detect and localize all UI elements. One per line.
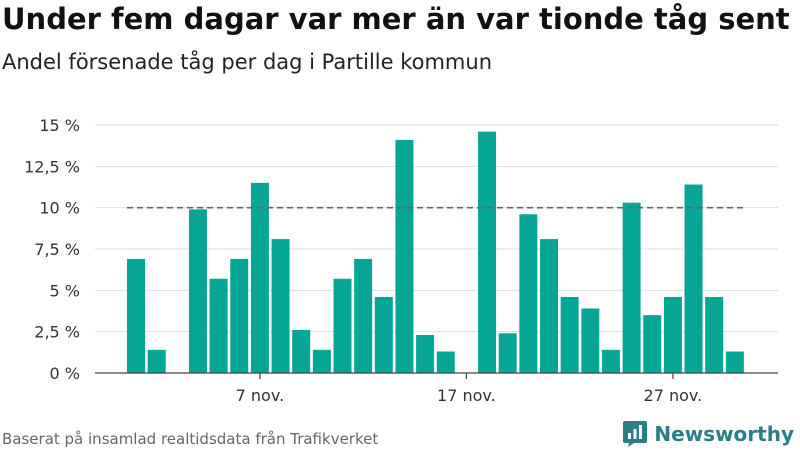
y-axis-labels: 0 % 2,5 % 5 % 7,5 % 10 % 12,5 % 15 %: [24, 116, 80, 383]
bar: [333, 278, 352, 373]
x-axis: 7 nov. 17 nov. 27 nov.: [95, 372, 778, 405]
bar: [663, 296, 682, 373]
y-tick-label: 2,5 %: [34, 323, 80, 342]
bar: [519, 214, 538, 373]
y-tick-label: 5 %: [50, 281, 80, 300]
bar: [395, 139, 414, 373]
brand-name: Newsworthy: [654, 422, 794, 446]
bar: [209, 278, 228, 373]
bar: [436, 351, 455, 373]
brand-logo: Newsworthy: [622, 420, 794, 448]
x-tick-label: 27 nov.: [644, 386, 703, 405]
bar: [127, 258, 145, 373]
bar: [292, 330, 311, 373]
chart-subtitle: Andel försenade tåg per dag i Partille k…: [2, 50, 493, 74]
bars: [127, 131, 744, 373]
bar: [312, 349, 331, 373]
bar: [271, 239, 290, 373]
bar: [230, 258, 249, 373]
bar: [581, 308, 600, 373]
y-tick-label: 12,5 %: [24, 157, 80, 176]
bar-chart: 0 % 2,5 % 5 % 7,5 % 10 % 12,5 % 15 % 7 nov. 17 …: [24, 116, 778, 405]
y-tick-label: 15 %: [39, 116, 80, 135]
bar: [725, 351, 744, 373]
newsworthy-logo-icon: [623, 421, 648, 447]
bar: [601, 349, 620, 373]
bar: [643, 315, 662, 373]
bar: [705, 296, 724, 373]
bar: [478, 131, 497, 373]
bar: [147, 349, 166, 373]
bar: [416, 334, 435, 373]
bar: [188, 209, 207, 373]
bar: [374, 296, 393, 373]
y-tick-label: 0 %: [50, 364, 80, 383]
bar: [560, 296, 579, 373]
y-tick-label: 10 %: [39, 199, 80, 218]
y-tick-label: 7,5 %: [34, 240, 80, 259]
bar: [684, 184, 703, 373]
x-tick-label: 7 nov.: [236, 386, 285, 405]
source-note: Baserat på insamlad realtidsdata från Tr…: [2, 430, 379, 448]
bar: [622, 202, 641, 373]
bar: [250, 182, 269, 373]
bar: [498, 333, 517, 373]
bar: [354, 258, 373, 373]
x-tick-label: 17 nov.: [437, 386, 496, 405]
chart-title: Under fem dagar var mer än var tionde tå…: [2, 2, 790, 36]
bar: [540, 239, 558, 373]
